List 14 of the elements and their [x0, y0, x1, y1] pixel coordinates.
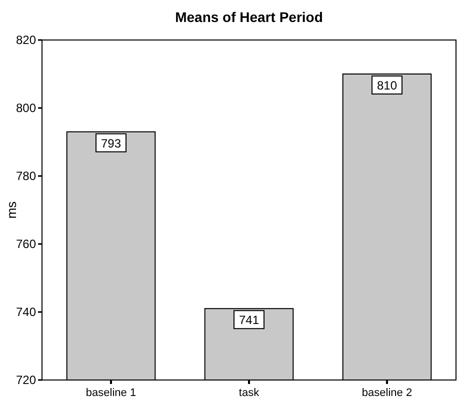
y-tick-label: 780: [16, 169, 36, 183]
data-label: 741: [238, 313, 260, 328]
y-tick-label: 720: [16, 373, 36, 387]
y-tick-label: 800: [16, 101, 36, 115]
y-axis-title: ms: [4, 200, 19, 219]
y-tick-label: 760: [16, 237, 36, 251]
y-tick-label: 820: [16, 33, 36, 47]
x-tick-label: baseline 2: [362, 387, 412, 399]
x-tick-label: task: [238, 387, 260, 399]
chart-title: Means of Heart Period: [175, 9, 323, 25]
y-tick-label: 740: [16, 305, 36, 319]
data-label: 810: [376, 78, 398, 92]
data-label: 793: [100, 136, 122, 150]
x-tick-label: baseline 1: [86, 387, 136, 399]
